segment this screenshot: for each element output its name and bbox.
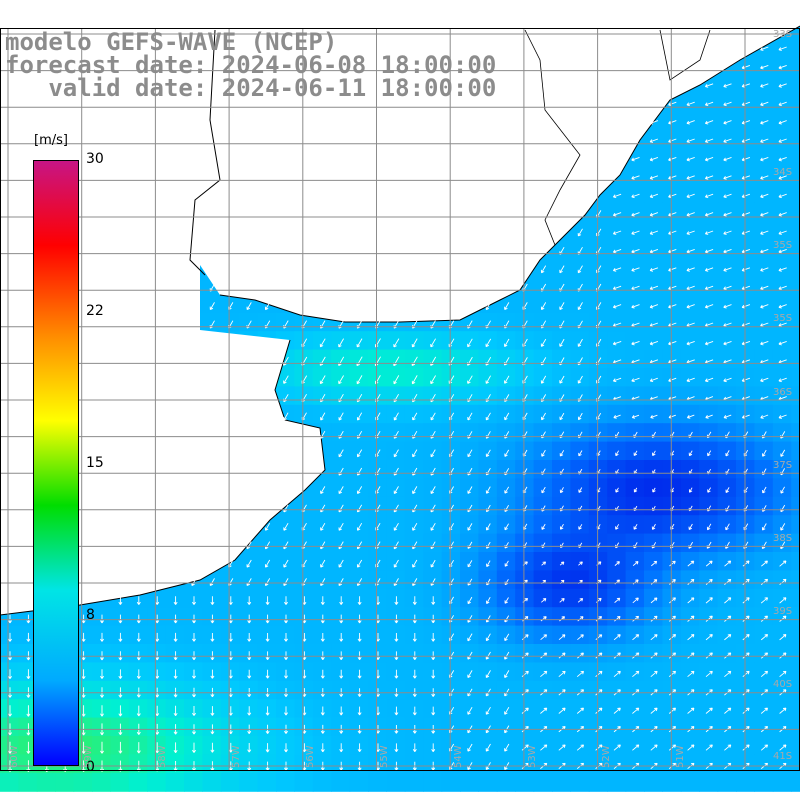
legend-unit: [m/s] — [34, 133, 68, 148]
lon-label: 58W — [157, 745, 168, 768]
lat-label: 40S — [773, 679, 793, 690]
border-line — [524, 29, 711, 246]
lon-label: 52W — [601, 745, 612, 768]
lat-label: 33S — [773, 29, 793, 40]
lat-label: 35S — [773, 313, 793, 324]
lat-label: 36S — [773, 387, 793, 398]
lon-label: 57W — [231, 745, 242, 768]
legend-tick-8: 8 — [86, 607, 95, 623]
lon-label: 60W — [9, 745, 20, 768]
lat-label: 41S — [773, 751, 793, 762]
legend-tick-0: 0 — [86, 759, 95, 775]
forecast-date: forecast date: 2024-06-08 18:00:00 — [5, 51, 497, 79]
legend-tick-15: 15 — [86, 455, 104, 471]
lon-label: 54W — [453, 745, 464, 768]
lon-label: 51W — [675, 745, 686, 768]
lon-label: 59W — [83, 745, 94, 768]
lon-label: 55W — [379, 745, 390, 768]
lat-label: 39S — [773, 606, 793, 617]
lon-label: 56W — [305, 745, 316, 768]
land-mask — [0, 0, 800, 615]
legend-tick-22: 22 — [86, 303, 104, 319]
legend-colorbar — [33, 160, 79, 766]
lat-label: 35S — [773, 240, 793, 251]
lat-lon-grid — [0, 28, 800, 770]
valid-date: valid date: 2024-06-11 18:00:00 — [5, 74, 497, 102]
lat-label: 38S — [773, 533, 793, 544]
lat-label: 34S — [773, 167, 793, 178]
lat-label: 37S — [773, 460, 793, 471]
legend-tick-30: 30 — [86, 151, 104, 167]
lon-label: 53W — [527, 745, 538, 768]
model-title: modelo GEFS-WAVE (NCEP) — [5, 28, 338, 56]
